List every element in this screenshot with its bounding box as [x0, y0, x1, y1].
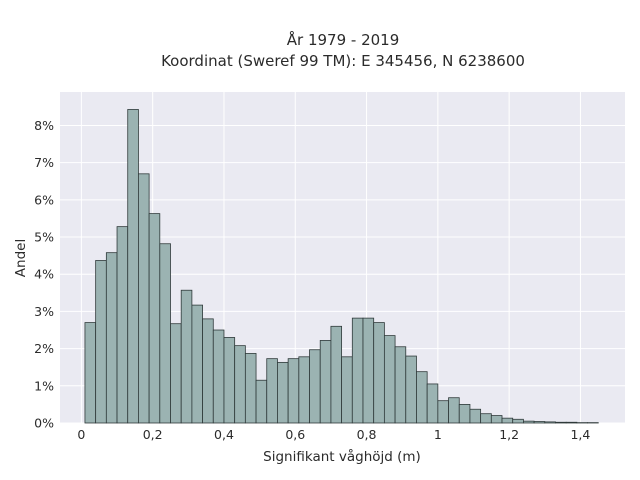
x-tick-label: 0,4 [214, 427, 234, 442]
y-axis-ticks: 0% 1% 2% 3% 4% 5% 6% 7% 8% [34, 118, 54, 431]
histogram-bar [116, 226, 129, 424]
histogram-bar [105, 252, 118, 424]
x-tick-label: 0,2 [143, 427, 163, 442]
y-tick-label: 8% [34, 118, 54, 133]
y-tick-label: 4% [34, 267, 54, 282]
y-axis-label: Andel [13, 239, 29, 277]
chart-title-line1: År 1979 - 2019 [287, 30, 400, 49]
histogram-bar [437, 400, 449, 424]
histogram-bar [277, 361, 289, 424]
x-tick-label: 0,8 [357, 427, 377, 442]
chart-title-line2: Koordinat (Sweref 99 TM): E 345456, N 62… [161, 52, 525, 70]
histogram-bar [490, 415, 503, 424]
x-tick-label: 0,6 [285, 427, 305, 442]
histogram-bar [95, 260, 107, 424]
histogram-bar [138, 173, 150, 424]
histogram-bar [287, 358, 300, 424]
histogram-bar [448, 397, 460, 424]
histogram-bar [298, 356, 310, 424]
histogram-bar [234, 345, 246, 424]
histogram-bar [319, 340, 332, 424]
histogram-bar [405, 355, 417, 424]
histogram-bar [362, 317, 375, 424]
y-tick-label: 2% [34, 341, 54, 356]
histogram-bar [212, 329, 225, 424]
histogram-bar [127, 109, 139, 424]
histogram-bar [202, 318, 214, 424]
histogram-bar [458, 404, 471, 424]
histogram-bar [84, 322, 97, 424]
x-tick-label: 1,2 [499, 427, 519, 442]
histogram-bar [426, 383, 439, 424]
histogram-bar [565, 421, 578, 424]
histogram-bar [416, 371, 428, 424]
histogram-bar [480, 413, 492, 424]
x-tick-label: 1,4 [570, 427, 590, 442]
y-tick-label: 5% [34, 230, 54, 245]
histogram-bar [159, 243, 171, 424]
x-tick-label: 1 [434, 427, 442, 442]
histogram-bar [148, 213, 161, 424]
histogram-bar [469, 408, 482, 424]
histogram-bar [512, 418, 524, 424]
y-tick-label: 3% [34, 304, 54, 319]
histogram-bar [544, 421, 556, 424]
histogram-bar [180, 289, 193, 424]
histogram-bar [523, 420, 535, 424]
histogram-bar [170, 323, 182, 424]
histogram-bar [394, 346, 407, 424]
y-tick-label: 7% [34, 155, 54, 170]
y-tick-label: 1% [34, 378, 54, 393]
histogram-bar [383, 335, 396, 424]
y-tick-label: 6% [34, 192, 54, 207]
histogram-bar [266, 358, 278, 424]
histogram-bar [244, 353, 257, 424]
histogram-bar [351, 317, 364, 424]
histogram-bar [555, 421, 567, 424]
x-axis-label: Signifikant våghöjd (m) [263, 448, 421, 465]
x-axis-ticks: 0 0,2 0,4 0,6 0,8 1 1,2 1,4 [77, 427, 590, 442]
histogram-bar [373, 322, 385, 424]
histogram-bar [223, 337, 236, 424]
histogram-bar [309, 349, 321, 424]
histogram-bar [191, 304, 203, 424]
bars [84, 109, 599, 424]
histogram-bar [255, 379, 268, 424]
histogram-bar [341, 356, 353, 424]
histogram-bar [330, 325, 343, 424]
y-tick-label: 0% [34, 416, 54, 431]
histogram-bar [533, 421, 546, 424]
x-tick-label: 0 [77, 427, 85, 442]
histogram-bar [501, 417, 514, 424]
